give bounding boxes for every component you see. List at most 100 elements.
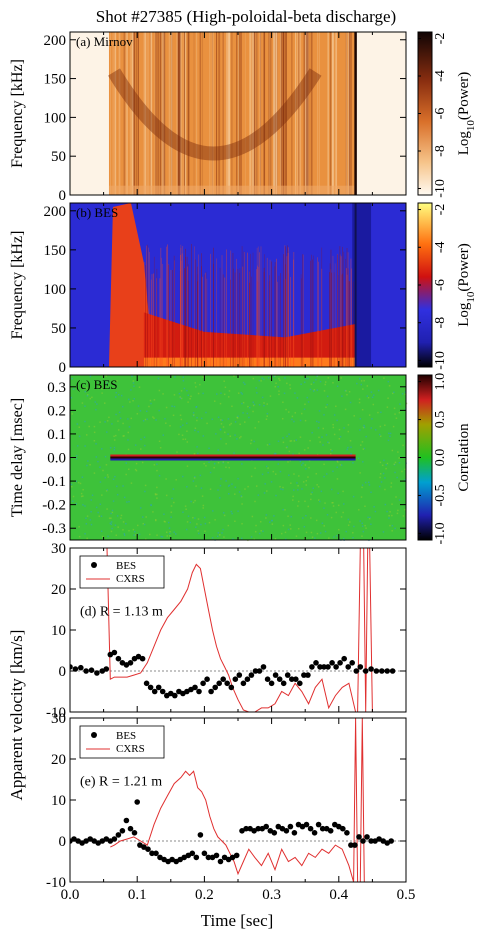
- colorbar-tick-label: -4: [433, 70, 448, 82]
- correlation-noise: [333, 414, 336, 416]
- bes-point: [313, 660, 319, 666]
- correlation-noise: [343, 427, 345, 429]
- correlation-noise: [378, 433, 381, 436]
- correlation-noise: [122, 529, 124, 531]
- x-tick-label: 0.4: [329, 887, 348, 903]
- correlation-noise: [150, 504, 152, 507]
- correlation-noise: [228, 466, 230, 469]
- correlation-noise: [179, 396, 181, 398]
- correlation-noise: [227, 492, 230, 495]
- correlation-noise: [254, 500, 256, 503]
- correlation-noise: [404, 478, 406, 481]
- legend-bes-label: BES: [116, 560, 136, 572]
- correlation-noise: [122, 485, 124, 487]
- correlation-noise: [145, 538, 147, 540]
- x-tick-label: 0.5: [397, 887, 416, 903]
- correlation-noise: [180, 418, 183, 421]
- correlation-noise: [230, 510, 233, 513]
- bes-point: [327, 828, 334, 834]
- correlation-noise: [202, 507, 204, 509]
- legend-bes-label: BES: [116, 730, 136, 742]
- correlation-noise: [357, 457, 360, 460]
- correlation-noise: [269, 521, 271, 523]
- correlation-noise: [89, 519, 92, 521]
- correlation-noise: [307, 401, 310, 403]
- correlation-noise: [274, 537, 277, 540]
- correlation-noise: [273, 515, 275, 517]
- x-tick-label: 0.0: [61, 887, 80, 903]
- correlation-noise: [396, 476, 398, 479]
- correlation-noise: [252, 410, 254, 413]
- correlation-noise: [330, 516, 333, 519]
- correlation-noise: [236, 417, 239, 419]
- correlation-noise: [402, 515, 405, 517]
- correlation-noise: [172, 488, 175, 490]
- correlation-noise: [378, 485, 381, 488]
- correlation-noise: [145, 516, 147, 518]
- correlation-noise: [72, 495, 75, 498]
- correlation-noise: [85, 517, 87, 519]
- correlation-noise: [217, 416, 220, 419]
- correlation-noise: [267, 377, 270, 379]
- correlation-noise: [113, 435, 115, 438]
- correlation-noise: [363, 447, 366, 450]
- correlation-noise: [241, 463, 243, 465]
- correlation-noise: [316, 532, 319, 535]
- correlation-noise: [224, 386, 227, 389]
- y-tick-label: 100: [44, 282, 67, 298]
- correlation-noise: [122, 435, 124, 437]
- bes-point: [216, 680, 222, 687]
- correlation-noise: [240, 495, 243, 497]
- correlation-noise: [120, 517, 122, 519]
- correlation-noise: [116, 493, 119, 496]
- colorbar-label: Log10(Power): [456, 243, 477, 327]
- correlation-noise: [387, 380, 390, 383]
- correlation-noise: [139, 410, 142, 412]
- bes-point: [193, 854, 200, 861]
- correlation-noise: [257, 494, 260, 496]
- correlation-noise: [138, 386, 141, 388]
- correlation-noise: [274, 452, 277, 455]
- correlation-noise: [248, 416, 250, 419]
- correlation-noise: [95, 443, 97, 445]
- bes-point: [123, 817, 130, 824]
- correlation-noise: [297, 527, 300, 530]
- correlation-noise: [97, 511, 99, 514]
- correlation-noise: [284, 538, 287, 541]
- correlation-noise: [327, 377, 330, 379]
- correlation-noise: [231, 512, 233, 515]
- correlation-noise: [326, 473, 328, 475]
- correlation-noise: [156, 497, 158, 499]
- correlation-noise: [313, 381, 315, 384]
- correlation-noise: [182, 511, 184, 513]
- correlation-noise: [203, 462, 205, 465]
- correlation-noise: [189, 397, 191, 400]
- correlation-noise: [94, 401, 97, 403]
- correlation-panel-label: (c) BES: [76, 377, 118, 392]
- correlation-noise: [303, 449, 306, 451]
- correlation-noise: [349, 440, 352, 442]
- correlation-noise: [133, 398, 136, 400]
- correlation-noise: [165, 406, 168, 409]
- correlation-noise: [317, 486, 320, 488]
- correlation-noise: [316, 389, 319, 391]
- correlation-noise: [306, 396, 309, 399]
- correlation-noise: [95, 456, 98, 458]
- correlation-noise: [358, 398, 361, 400]
- correlation-noise: [122, 521, 125, 523]
- bes-point: [217, 858, 224, 865]
- correlation-noise: [180, 390, 183, 392]
- correlation-noise: [365, 435, 367, 438]
- y-tick-label: 0: [59, 360, 67, 376]
- correlation-noise: [187, 401, 189, 403]
- bes-point: [283, 828, 290, 834]
- correlation-noise: [220, 419, 222, 421]
- correlation-noise: [78, 435, 81, 438]
- colorbar-tick-label: -10: [433, 179, 448, 198]
- bes-point: [94, 670, 100, 676]
- mirnov-panel-label: (a) Mirnov: [76, 34, 133, 49]
- y-tick-label: 50: [51, 321, 66, 337]
- correlation-noise: [329, 452, 332, 455]
- correlation-noise: [304, 419, 307, 422]
